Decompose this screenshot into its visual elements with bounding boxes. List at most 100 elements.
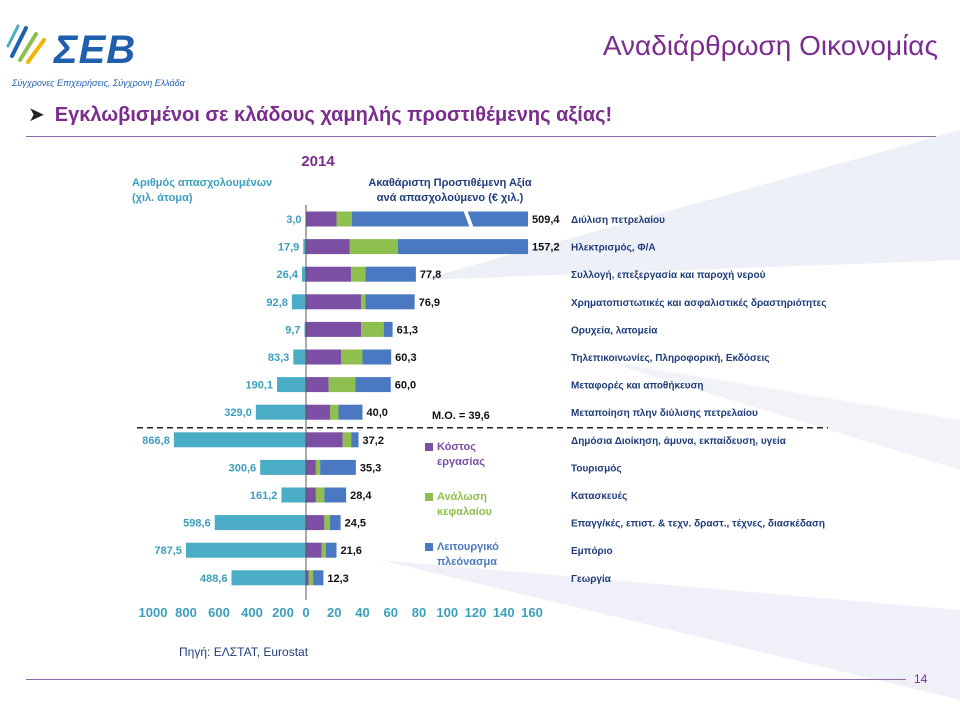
- employment-bar: [185, 542, 306, 558]
- gva-value-label: 60,3: [395, 352, 416, 364]
- employment-bar: [304, 321, 306, 337]
- source-label: Πηγή:: [179, 645, 211, 659]
- employment-value-label: 488,6: [200, 573, 228, 585]
- surplus-bar: [351, 432, 359, 448]
- seb-logo: ΣΕΒ Σύγχρονες Επιχειρήσεις, Σύγχρονη Ελλ…: [6, 14, 185, 88]
- surplus-bar: [313, 570, 324, 586]
- employment-value-label: 190,1: [245, 380, 273, 392]
- category-label: Ορυχεία, λατομεία: [571, 325, 658, 336]
- left-tick-label: 800: [175, 605, 197, 620]
- capital-bar: [315, 459, 321, 475]
- gva-value-label: 157,2: [532, 242, 560, 254]
- employment-value-label: 787,5: [154, 545, 182, 557]
- employment-value-label: 598,6: [183, 518, 211, 530]
- right-tick-label: 100: [436, 605, 458, 620]
- labour-bar: [306, 404, 331, 420]
- surplus-bar: [320, 459, 356, 475]
- gva-value-label: 40,0: [367, 407, 388, 419]
- category-label: Τηλεπικοινωνίες, Πληροφορική, Εκδόσεις: [571, 353, 770, 364]
- category-label: Μεταφορές και αποθήκευση: [571, 381, 704, 392]
- gva-value-label: 37,2: [363, 435, 384, 447]
- capital-bar: [361, 294, 366, 310]
- gva-value-label: 24,5: [345, 518, 366, 530]
- surplus-bar: [324, 487, 347, 503]
- surplus-bar: [355, 377, 391, 393]
- surplus-bar: [397, 239, 529, 255]
- surplus-bar: [365, 294, 415, 310]
- gva-value-label: 12,3: [327, 573, 348, 585]
- category-label: Συλλογή, επεξεργασία και παροχή νερού: [571, 270, 766, 281]
- employment-bar: [291, 294, 306, 310]
- employment-value-label: 866,8: [142, 435, 170, 447]
- legend-label: Λειτουργικό: [437, 541, 499, 553]
- labour-bar: [306, 266, 352, 282]
- category-label: Χρηματοπιστωτικές και ασφαλιστικές δραστ…: [571, 298, 827, 309]
- gva-value-label: 77,8: [420, 269, 441, 281]
- seb-logo-icon: [6, 24, 46, 64]
- left-tick-label: 600: [208, 605, 230, 620]
- right-tick-label: 120: [465, 605, 487, 620]
- surplus-bar: [383, 321, 393, 337]
- gva-value-label: 61,3: [397, 324, 418, 336]
- chart-year-label: 2014: [301, 153, 335, 170]
- category-label: Τουρισμός: [571, 463, 622, 474]
- category-label: Εμπόριο: [571, 546, 613, 557]
- subtitle: ➤ Εγκλωβισμένοι σε κλάδους χαμηλής προστι…: [28, 102, 612, 127]
- labour-bar: [306, 294, 362, 310]
- labour-bar: [306, 321, 362, 337]
- category-label: Ηλεκτρισμός, Φ/Α: [571, 243, 656, 254]
- right-axis-title: Ακαθάριστη Προστιθέμενη Αξία: [368, 177, 531, 189]
- legend-swatch: [425, 493, 433, 501]
- source-note: Πηγή: ΕΛΣΤΑΤ, Eurostat: [179, 645, 308, 659]
- labour-bar: [306, 239, 350, 255]
- capital-bar: [341, 349, 363, 365]
- legend-label: πλεόνασμα: [437, 556, 497, 568]
- category-label: Γεωργία: [571, 574, 612, 585]
- employment-bar: [231, 570, 306, 586]
- capital-bar: [324, 515, 331, 531]
- legend-label: κεφαλαίου: [437, 506, 492, 518]
- category-label: Κατασκευές: [571, 491, 627, 502]
- surplus-bar: [365, 266, 416, 282]
- labour-bar: [306, 515, 325, 531]
- employment-value-label: 17,9: [278, 242, 299, 254]
- subtitle-text: Εγκλωβισμένοι σε κλάδους χαμηλής προστιθ…: [54, 104, 613, 126]
- right-tick-label: 160: [521, 605, 543, 620]
- left-tick-label: 200: [272, 605, 294, 620]
- surplus-bar: [362, 349, 392, 365]
- legend-swatch: [425, 443, 433, 451]
- employment-bar: [255, 404, 306, 420]
- employment-bar: [277, 377, 306, 393]
- employment-value-label: 83,3: [268, 352, 289, 364]
- capital-bar: [330, 404, 339, 420]
- employment-bar: [303, 239, 306, 255]
- surplus-bar: [351, 211, 528, 227]
- capital-bar: [361, 321, 384, 337]
- labour-bar: [306, 487, 316, 503]
- category-label: Επαγγ/κές, επιστ. & τεχν. δραστ., τέχνες…: [571, 519, 825, 530]
- capital-bar: [328, 377, 356, 393]
- capital-bar: [308, 570, 314, 586]
- axis-break-mark: [463, 209, 474, 229]
- logo-text: ΣΕΒ: [54, 28, 137, 72]
- capital-bar: [336, 211, 352, 227]
- employment-value-label: 300,6: [229, 462, 257, 474]
- capital-bar: [342, 432, 352, 448]
- category-label: Διύλιση πετρελαίου: [571, 215, 665, 226]
- category-label: Μεταποίηση πλην διύλισης πετρελαίου: [571, 408, 758, 419]
- left-axis-title: (χιλ. άτομα): [132, 192, 193, 204]
- mean-label: Μ.Ο. = 39,6: [432, 410, 490, 422]
- right-tick-label: 60: [384, 605, 398, 620]
- employment-bar: [173, 432, 306, 448]
- surplus-bar: [338, 404, 363, 420]
- legend-swatch: [425, 543, 433, 551]
- gva-value-label: 28,4: [350, 490, 372, 502]
- employment-bar: [214, 515, 306, 531]
- employment-bar: [301, 266, 306, 282]
- labour-bar: [306, 459, 316, 475]
- capital-bar: [351, 266, 366, 282]
- footer-divider: [26, 679, 906, 680]
